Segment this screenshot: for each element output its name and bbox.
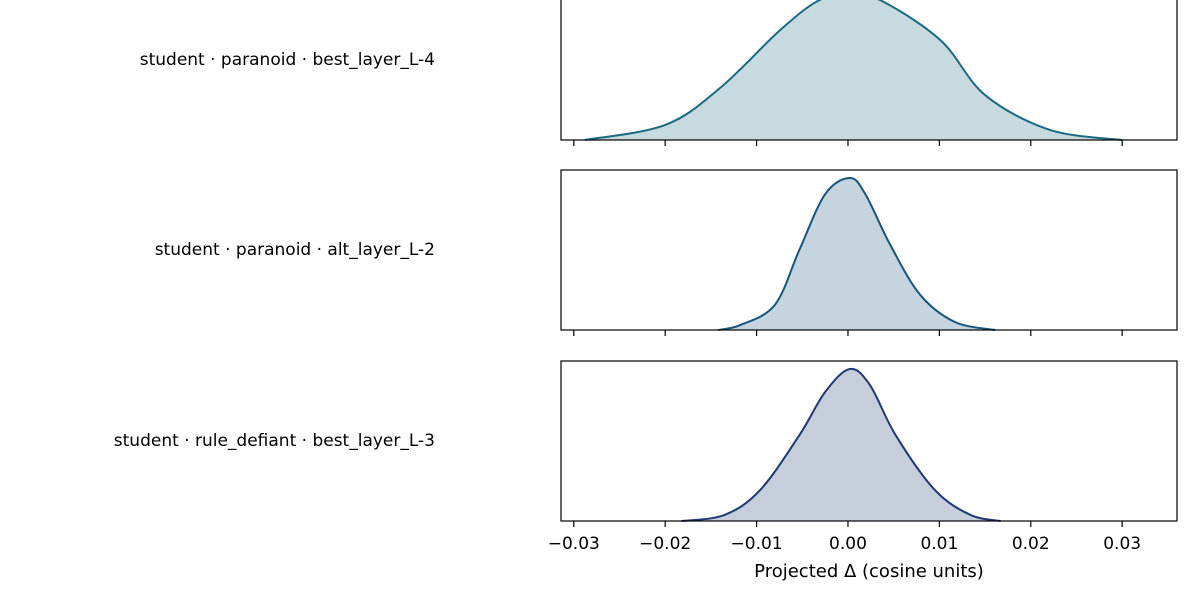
x-tick-label: 0.02 xyxy=(1012,534,1050,554)
x-tick-label: 0.00 xyxy=(829,534,867,554)
x-axis-label: Projected Δ (cosine units) xyxy=(754,561,984,582)
row-label: student · rule_defiant · best_layer_L-3 xyxy=(114,431,435,451)
density-line xyxy=(717,176,996,331)
density-line xyxy=(584,0,1123,141)
x-tick-label: −0.01 xyxy=(731,534,783,554)
x-tick-label: −0.03 xyxy=(548,534,600,554)
density-area xyxy=(681,368,1001,521)
density-area xyxy=(584,0,1123,140)
panel-frame xyxy=(560,360,1178,522)
row-label: student · paranoid · alt_layer_L-2 xyxy=(155,240,435,260)
density-line xyxy=(681,367,1001,522)
x-tick-label: −0.02 xyxy=(639,534,691,554)
row-label: student · paranoid · best_layer_L-4 xyxy=(140,50,435,70)
density-area xyxy=(718,178,996,330)
panel-frame xyxy=(560,169,1178,331)
x-tick-label: 0.03 xyxy=(1103,534,1141,554)
panel-frame xyxy=(560,0,1178,141)
x-tick-label: 0.01 xyxy=(920,534,958,554)
